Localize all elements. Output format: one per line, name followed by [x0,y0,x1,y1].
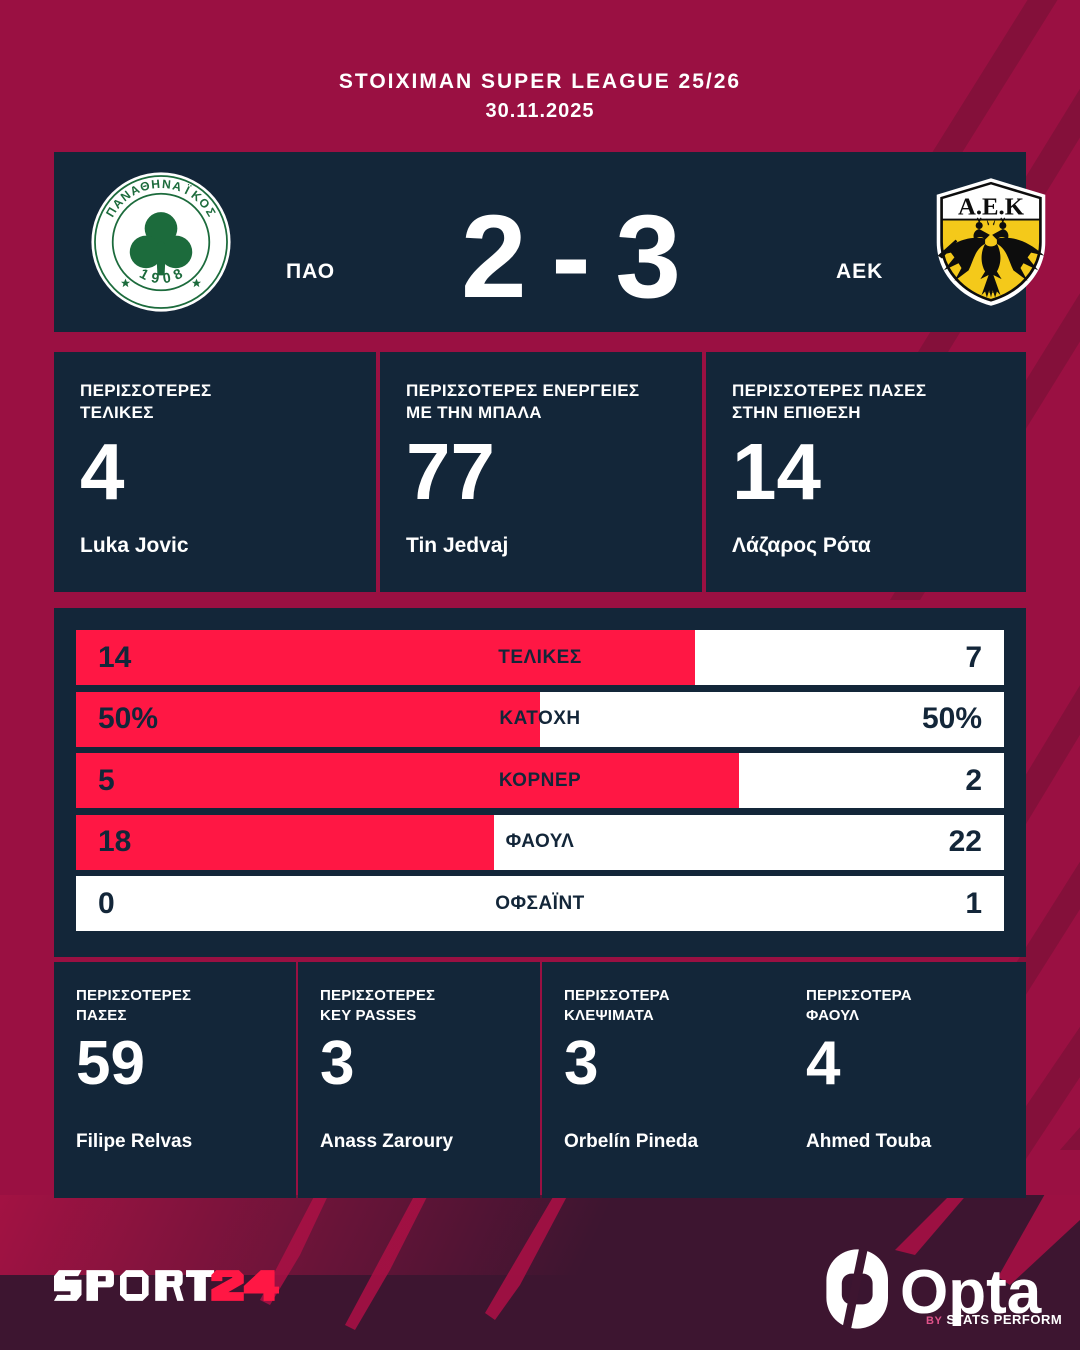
svg-text:Α.Ε.Κ: Α.Ε.Κ [958,193,1025,220]
svg-text:Η: Η [151,177,161,192]
svg-text:Ν: Ν [161,177,171,192]
